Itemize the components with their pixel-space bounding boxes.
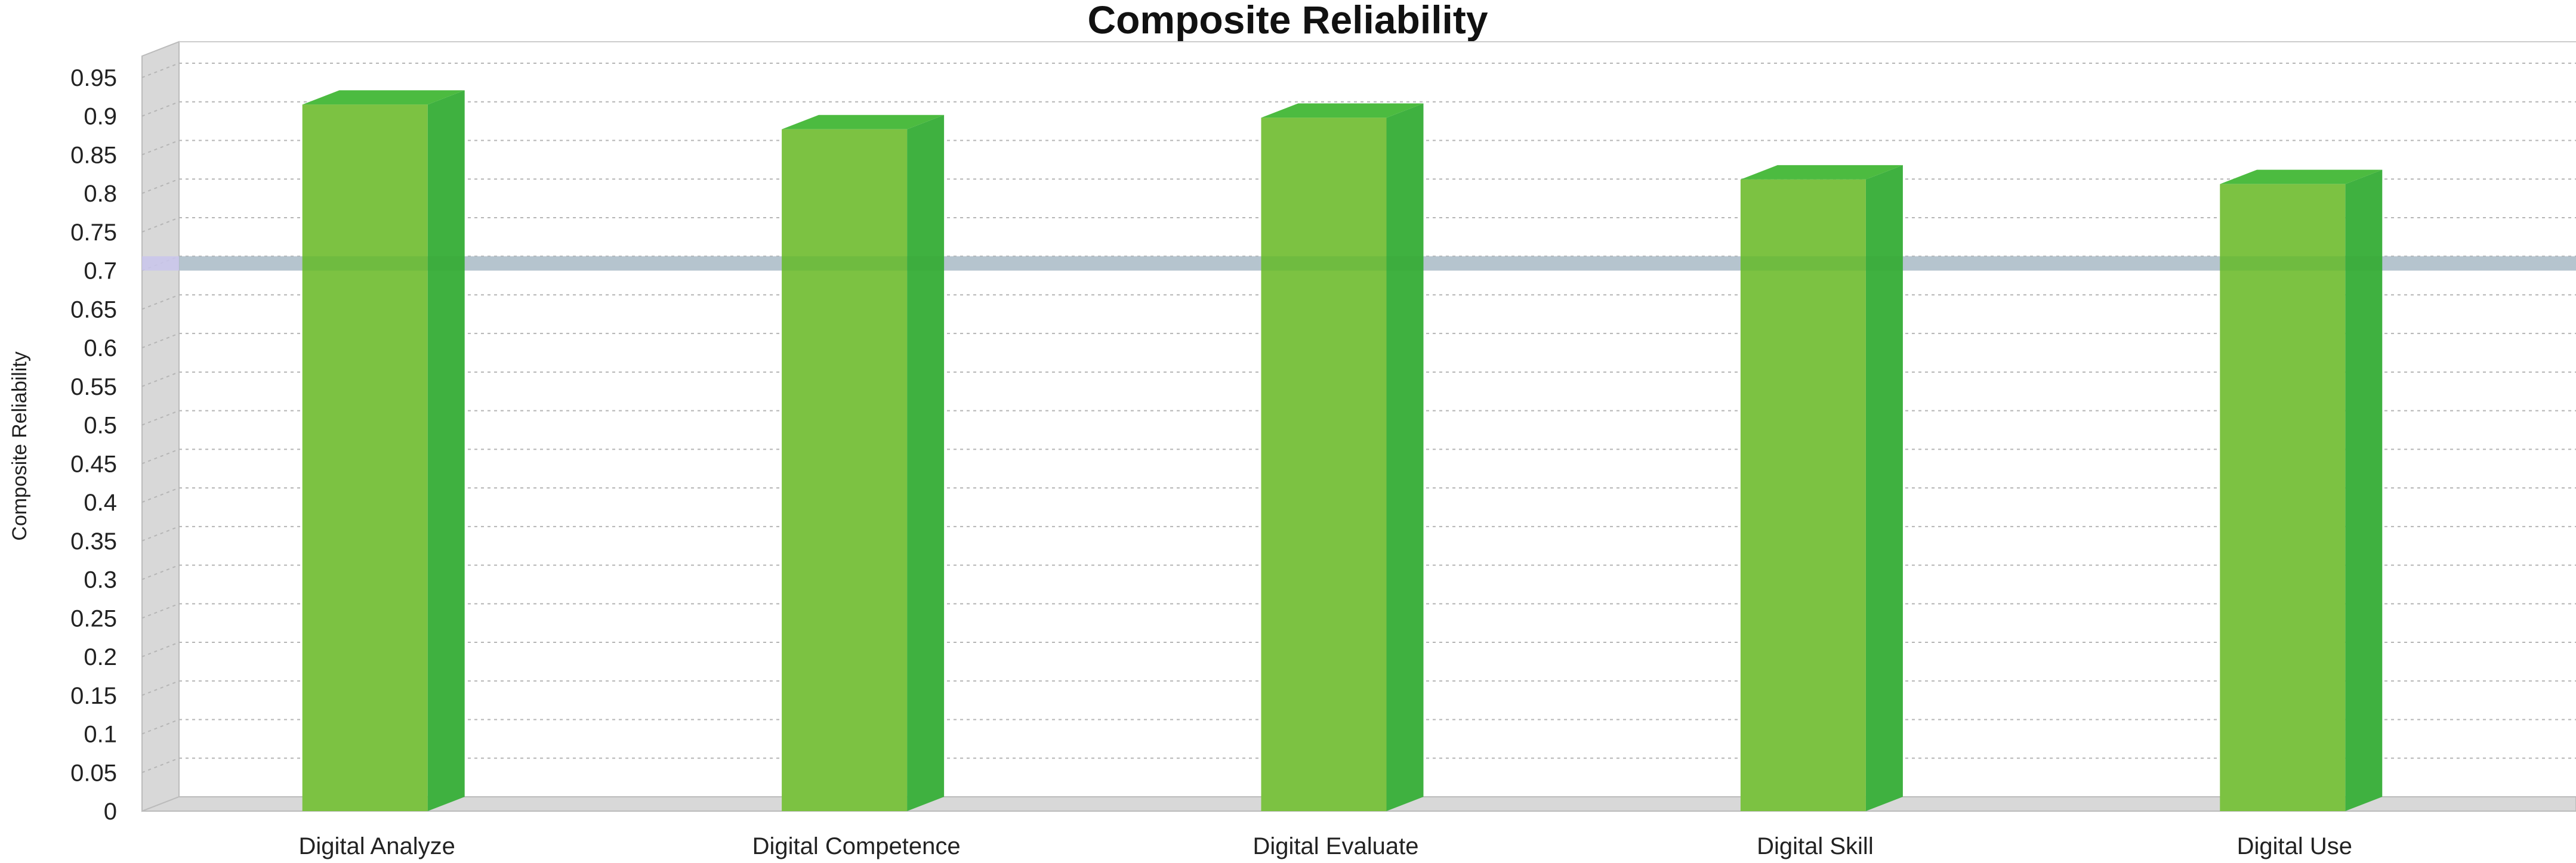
gridline-wall: [141, 217, 180, 233]
plot-area: 0 0.05 0.1 0.15 0.2 0.25 0.3 0.35 0.4 0.45 0.5 0.55…: [70, 41, 2576, 859]
bar: [1740, 179, 1866, 811]
y-tick-label: 0.25: [70, 605, 117, 632]
gridline-wall: [141, 642, 180, 657]
gridline-wall: [141, 63, 180, 78]
gridline-wall: [141, 719, 180, 735]
y-tick-label: 0.15: [70, 683, 117, 709]
y-tick-label: 0.85: [70, 142, 117, 168]
gridline-wall: [141, 757, 180, 774]
y-tick-label: 0.05: [70, 760, 117, 786]
threshold-overlay: [179, 256, 2576, 271]
x-category-label: Digital Competence: [752, 833, 961, 859]
gridline-wall: [141, 564, 180, 580]
bar-top: [302, 90, 465, 105]
left-wall: [141, 41, 180, 812]
gridline-wall: [141, 371, 180, 387]
bar-side: [2345, 169, 2383, 811]
gridline-wall: [141, 333, 180, 349]
y-tick-label: 0.35: [70, 528, 117, 555]
bar-side: [1865, 165, 1903, 811]
y-tick-label: 0.45: [70, 451, 117, 477]
y-tick-label: 0.3: [84, 567, 117, 593]
x-category-label: Digital Use: [2237, 833, 2352, 859]
y-tick-label: 0.9: [84, 104, 117, 130]
y-tick-label: 0.65: [70, 296, 117, 323]
y-tick-label: 0.6: [84, 335, 117, 361]
x-category-label: Digital Evaluate: [1253, 833, 1419, 859]
gridline-wall: [141, 140, 180, 156]
bar-top: [782, 115, 945, 129]
y-tick-label: 0.5: [84, 413, 117, 439]
bar-top: [2220, 169, 2383, 184]
bar: [302, 104, 428, 811]
y-tick-label: 0.95: [70, 65, 117, 91]
gridline-wall: [141, 294, 180, 310]
bar: [1261, 117, 1387, 812]
bar: [782, 129, 908, 812]
x-category-label: Digital Analyze: [299, 833, 455, 859]
y-tick-label: 0: [104, 799, 117, 825]
y-axis-label: Composite Reliability: [8, 351, 31, 540]
bar-top: [1740, 165, 1903, 180]
y-tick-label: 0.55: [70, 374, 117, 400]
bar-top: [1261, 103, 1424, 118]
y-tick-label: 0.8: [84, 181, 117, 207]
gridline-wall: [141, 410, 180, 426]
y-tick-label: 0.7: [84, 258, 117, 284]
gridline-wall: [141, 603, 180, 619]
y-tick-label: 0.4: [84, 490, 117, 516]
y-tick-label: 0.1: [84, 722, 117, 748]
gridline-wall: [141, 525, 180, 542]
y-tick-label: 0.75: [70, 219, 117, 246]
gridline-wall: [141, 101, 180, 117]
y-tick-label: 0.2: [84, 644, 117, 670]
bar-side: [907, 115, 945, 812]
bar-side: [427, 90, 465, 811]
gridline-wall: [141, 178, 180, 194]
gridline-wall: [141, 680, 180, 696]
gridline-wall: [141, 448, 180, 465]
bar-side: [1386, 103, 1424, 812]
gridline-wall: [141, 487, 180, 503]
bar: [2220, 184, 2346, 811]
x-category-label: Digital Skill: [1757, 833, 1874, 859]
chart-title: Composite Reliability: [1087, 0, 1488, 42]
